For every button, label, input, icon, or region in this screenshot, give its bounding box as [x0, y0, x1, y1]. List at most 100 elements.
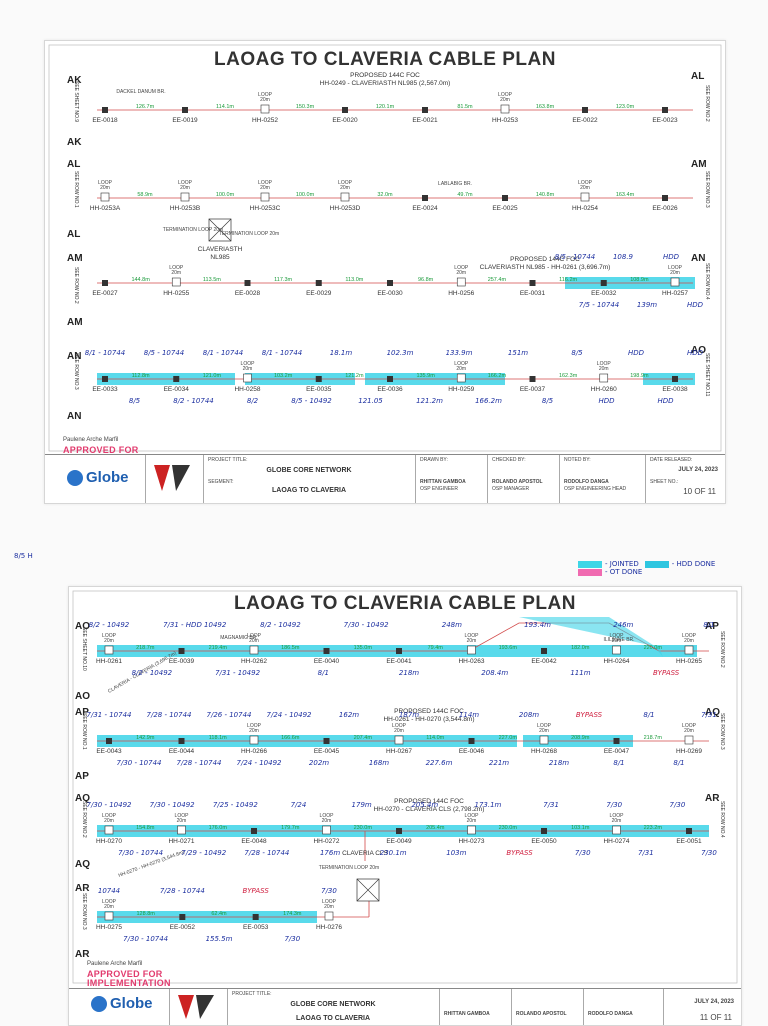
row-4: TERMINATION LOOP 20m AR AR SEE ROW NO.3 …: [75, 865, 380, 960]
enclosure-icon: [173, 376, 180, 382]
loop-length: 20m: [394, 728, 404, 734]
node-label: EE-0038: [662, 386, 688, 393]
noted-label: NOTED BY:: [564, 457, 591, 463]
node-label: EE-0033: [92, 386, 118, 393]
handwritten-note: 166.2m: [475, 397, 502, 405]
enclosure-icon: [102, 376, 108, 382]
segment-length: 100.0m: [296, 192, 315, 198]
row-marker-end: AR: [705, 793, 720, 804]
loop-label: LOOP: [169, 265, 184, 271]
handwritten-note: 7/24 - 10492: [267, 711, 313, 719]
handhole-icon: [467, 825, 476, 835]
node-label: EE-0043: [96, 748, 122, 755]
enclosure-icon: [342, 107, 348, 113]
loop-label: LOOP: [338, 180, 353, 186]
loop-length: 20m: [171, 270, 181, 276]
node-label: EE-0053: [243, 924, 269, 931]
segment-length: 96.8m: [418, 277, 434, 283]
loop-length: 20m: [104, 818, 114, 824]
handwritten-note: 8/2: [247, 397, 259, 405]
segment-length: 208.9m: [571, 735, 590, 741]
row-marker-start: AP: [75, 707, 89, 718]
date-value: JULY 24, 2023: [694, 999, 734, 1005]
handwritten-note: 7/31: [638, 849, 654, 857]
handwritten-note: 8/1: [613, 759, 624, 767]
node-label: HH-0253B: [170, 205, 200, 212]
handhole-icon: [340, 192, 350, 202]
drawn-cell: DRAWN BY: RHITTAN GAMBOA OSP ENGINEER: [415, 455, 486, 503]
enclosure-icon: [468, 738, 475, 744]
segment-length: 112.8m: [132, 373, 150, 379]
proposed-sub: CLAVERIASTH NL985 - HH-0261 (3,696.7m): [480, 264, 611, 271]
handwritten-note: 7/30: [701, 849, 717, 857]
handwritten-note: 7/28 - 10744: [160, 887, 205, 895]
segment-length: 142.9m: [136, 735, 155, 741]
handhole-icon: [260, 192, 270, 202]
termination-label-2: TERMINATION LOOP 20m: [219, 231, 279, 237]
termination-label: TERMINATION LOOP 20m: [163, 227, 223, 233]
segment-length: 205.4m: [426, 825, 445, 831]
handwritten-note: 8/5 - 10744: [555, 253, 596, 261]
row-marker-end: AL: [691, 71, 704, 82]
handwritten-note: 7/28 - 10744: [177, 759, 222, 767]
segment-length: 198.9m: [630, 373, 649, 379]
cable-plan-sheet-11: LAOAG TO CLAVERIA CABLE PLAN AO AP AO SE…: [68, 586, 742, 1026]
globe-logo: Globe: [67, 469, 129, 487]
handwritten-note: 102.3m: [387, 349, 414, 357]
segment-length: 207.4m: [354, 735, 373, 741]
handwritten-note: 8/1: [643, 711, 654, 719]
segment-length: 163.8m: [536, 104, 555, 110]
segment-length: 103.1m: [571, 825, 590, 831]
drawn-by: RHITTAN GAMBOA: [420, 479, 466, 485]
date-cell: JULY 24, 2023 11 OF 11: [663, 989, 740, 1025]
handwritten-note: 151m: [508, 349, 528, 357]
handwritten-note: 162m: [339, 711, 359, 719]
segment-length: 179.7m: [281, 825, 300, 831]
plan-drawing: AO AP AO SEE SHEET NO.10 SEE ROW NO.2 MA…: [72, 590, 738, 984]
handwritten-note: 121.2m: [416, 397, 443, 405]
sheet-number: 10 OF 11: [683, 487, 716, 496]
handwritten-note: HDD: [687, 301, 704, 309]
node-label: EE-0049: [386, 838, 412, 845]
signer-name: Paulene Arche Marfil: [63, 437, 119, 443]
segment-length: 166.6m: [281, 735, 300, 741]
segment-length: 135.0m: [354, 645, 373, 651]
handhole-icon: [260, 104, 270, 114]
row-marker-end: AM: [691, 159, 707, 170]
loop-length: 20m: [580, 185, 590, 191]
handwritten-note: HDD: [687, 349, 704, 357]
loop-length: 20m: [467, 638, 477, 644]
bridge-label: MAGNAMIG BR.: [220, 635, 258, 641]
see-row-left: SEE ROW NO.2: [73, 267, 79, 304]
segment-length: 103.2m: [274, 373, 293, 379]
node-label: EE-0025: [492, 205, 518, 212]
node-label: EE-0024: [412, 205, 438, 212]
loop-label: LOOP: [498, 92, 513, 98]
enclosure-icon: [106, 738, 112, 744]
enclosure-icon: [179, 914, 186, 920]
row-marker-start: AK: [67, 75, 82, 86]
enclosure-icon: [662, 195, 668, 201]
loop-label: LOOP: [102, 899, 117, 905]
handhole-icon: [100, 192, 110, 202]
handhole-icon: [684, 735, 694, 745]
node-label: HH-0254: [572, 205, 598, 212]
enclosure-icon: [315, 280, 322, 286]
handwritten-note: 187m: [399, 711, 419, 719]
loop-length: 20m: [456, 366, 466, 372]
handwritten-note: 8/2 - 10492: [89, 621, 130, 629]
handhole-icon: [243, 373, 252, 383]
handwritten-note: 218m: [399, 669, 419, 677]
row-3: AM AN AM SEE ROW NO.2 SEE ROW NO.4 PROPO…: [67, 253, 710, 328]
handhole-icon: [539, 735, 549, 745]
node-label: HH-0273: [458, 838, 484, 845]
segment-length: 58.9m: [137, 192, 153, 198]
loop-label: LOOP: [247, 633, 262, 639]
segment-length: 186.5m: [281, 645, 300, 651]
handhole-icon: [670, 277, 680, 287]
handwritten-note: 10744: [98, 887, 120, 895]
handwritten-note: 103m: [446, 849, 466, 857]
handhole-icon: [580, 192, 590, 202]
checked-cell: CHECKED BY: ROLANDO APOSTOL OSP MANAGER: [487, 455, 558, 503]
proposed-label: PROPOSED 144C FOC: [394, 798, 464, 805]
